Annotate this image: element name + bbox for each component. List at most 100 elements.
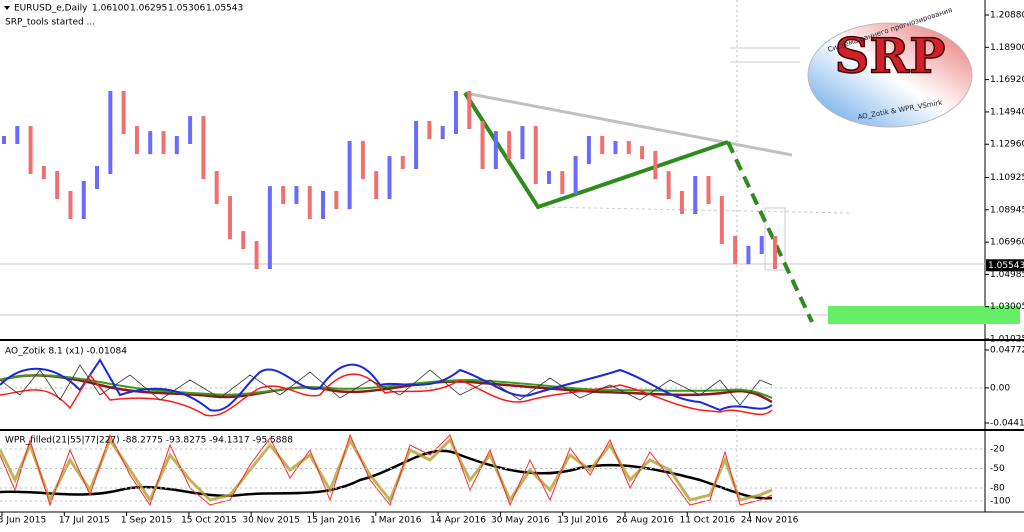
price-bar (759, 236, 764, 254)
price-label: 1.18900 (990, 43, 1024, 53)
price-bar (653, 151, 658, 180)
price-bar (666, 171, 671, 199)
price-bar (281, 186, 286, 205)
price-bar (108, 90, 113, 175)
price-bar (560, 171, 565, 195)
price-bar (507, 131, 512, 160)
price-label: 1.16920 (990, 75, 1024, 85)
status: SRP_tools started ... (5, 18, 95, 28)
price-label: 1.04985 (990, 270, 1024, 280)
price-bar (254, 241, 259, 269)
wpr-fast (0, 433, 773, 507)
price-bar (321, 190, 326, 220)
price-bar (334, 190, 339, 210)
price-label: 1.12960 (990, 140, 1024, 150)
price-label: 1.14940 (990, 107, 1024, 117)
trend-line (464, 91, 793, 157)
wpr-tick-label: -20 (990, 445, 1005, 455)
price-bar (201, 116, 206, 180)
price-bar (733, 236, 738, 265)
ao-tick-label: -0.044196 (990, 419, 1024, 429)
ao-tick-label: 0.047724 (990, 346, 1024, 356)
price-bar (427, 120, 432, 140)
price-bar (214, 171, 219, 205)
price-bar (267, 186, 272, 269)
price-bar (55, 171, 60, 199)
date-label: 15 Oct 2015 (181, 516, 237, 526)
wpr-label: WPR_filled(21|55|77|227) -88.2775 -93.82… (5, 436, 293, 446)
price-bar (414, 120, 419, 169)
wpr-slow (0, 449, 773, 500)
wpr-tick-label: -50 (990, 464, 1005, 474)
ao-tick-label: 0.00 (990, 383, 1010, 393)
date-label: 13 Jul 2016 (557, 516, 608, 526)
date-label: 17 Jul 2015 (59, 516, 110, 526)
ao-label: AO_Zotik 8.1 (x1) -0.01084 (5, 347, 127, 357)
price-bar (294, 186, 299, 205)
ohlc-value: 1.05543 (206, 4, 243, 14)
price-bar (2, 135, 6, 144)
ohlc-value: 1.06100 (92, 4, 129, 14)
price-bar (134, 126, 139, 155)
price-bar (547, 171, 552, 184)
date-label: 11 Oct 2016 (679, 516, 735, 526)
price-bar (81, 181, 86, 220)
logo-badge (807, 22, 973, 128)
price-bar (41, 166, 46, 180)
price-bar (387, 156, 392, 199)
date-label: 14 Apr 2016 (430, 516, 486, 526)
current-price: 1.05543 (988, 261, 1024, 271)
price-bar (520, 126, 525, 160)
price-bar (347, 141, 352, 210)
logo-title: SRP (835, 29, 946, 85)
price-bar (453, 90, 458, 135)
price-bar (773, 236, 777, 269)
date-label: 30 Nov 2015 (242, 516, 300, 526)
symbol: EURUSD_e,Daily (14, 4, 88, 14)
dotted-line (539, 206, 851, 214)
price-label: 1.10925 (990, 173, 1024, 183)
price-label: 1.08945 (990, 205, 1024, 215)
forecast-line (726, 141, 814, 323)
price-bar (227, 196, 232, 240)
price-bar (467, 90, 472, 129)
price-bar (640, 146, 645, 160)
date-label: 24 Nov 2016 (741, 516, 799, 526)
price-bar (28, 126, 33, 175)
price-bars (2, 90, 777, 269)
pattern-line (463, 91, 729, 210)
price-bar (68, 190, 73, 220)
price-label: 1.06960 (990, 238, 1024, 248)
price-bar (600, 135, 605, 155)
price-bar (573, 156, 578, 195)
dropdown-icon[interactable] (4, 6, 10, 10)
price-bar (746, 245, 751, 265)
current-price-box (986, 259, 1024, 272)
date-label: 15 Jan 2016 (307, 516, 361, 526)
price-bar (533, 126, 538, 184)
price-label: 1.20880 (990, 11, 1024, 21)
ohlc-value: 1.06295 (130, 4, 167, 14)
price-label: 1.01025 (990, 335, 1024, 345)
price-bar (360, 141, 365, 180)
price-bar (626, 141, 631, 155)
price-bar (693, 175, 698, 215)
target-zone (828, 306, 1020, 324)
wpr-tick-label: -80 (990, 484, 1005, 494)
price-bar (374, 171, 379, 199)
date-label: 1 Sep 2015 (121, 516, 172, 526)
price-bar (400, 156, 405, 169)
price-bar (161, 131, 166, 155)
ao-raw (0, 364, 773, 406)
price-bar (493, 131, 498, 169)
date-label: 30 May 2016 (491, 516, 550, 526)
date-axis: 3 Jun 2015 17 Jul 2015 1 Sep 2015 15 Oct 20… (0, 512, 799, 526)
date-label: 1 Mar 2016 (370, 516, 422, 526)
price-bar (15, 126, 20, 144)
ao-line (0, 373, 773, 417)
price-bar (148, 131, 153, 155)
price-bar (95, 166, 100, 190)
price-bar (307, 186, 312, 220)
